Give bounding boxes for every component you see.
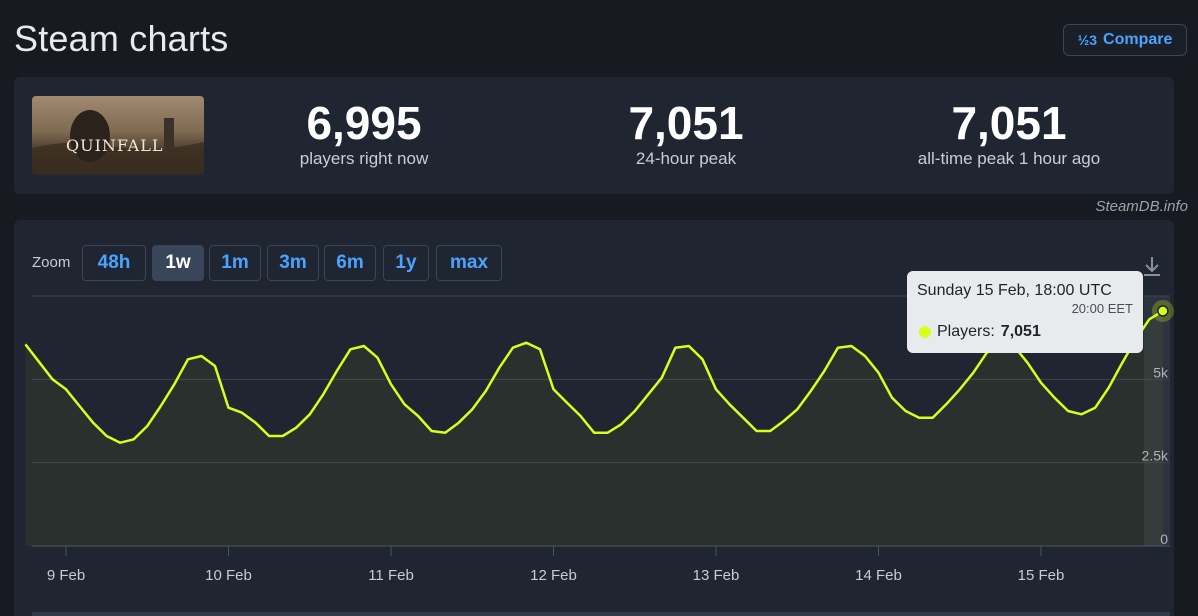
zoom-max-button[interactable]: max (436, 245, 502, 281)
stat-label: 24-hour peak (635, 149, 737, 168)
stats-card: QUINFALL 6,995 players right now 7,051 2… (14, 77, 1174, 194)
game-art (32, 110, 204, 175)
x-tick-label: 15 Feb (1018, 567, 1065, 584)
hover-point (1157, 305, 1169, 317)
zoom-3m-button[interactable]: 3m (267, 245, 319, 281)
game-logo: QUINFALL (66, 136, 164, 155)
zoom-48h-button[interactable]: 48h (82, 245, 146, 281)
y-tick-label: 5k (1153, 364, 1169, 380)
stat-all-time-peak: 7,051 all-time peak 1 hour ago (884, 97, 1134, 169)
download-icon[interactable] (1140, 254, 1164, 278)
series-area (25, 311, 1163, 546)
y-tick-label: 0 (1160, 531, 1168, 547)
zoom-6m-button[interactable]: 6m (324, 245, 376, 281)
tooltip-title: Sunday 15 Feb, 18:00 UTC (917, 282, 1112, 299)
stat-label: players right now (299, 149, 429, 168)
stat-value: 7,051 (951, 97, 1067, 149)
series-line (24, 309, 1164, 444)
navigator-bar[interactable] (32, 612, 1170, 616)
x-tick-label: 13 Feb (693, 567, 740, 584)
x-tick-label: 14 Feb (855, 567, 902, 584)
stat-value: 7,051 (628, 97, 744, 149)
zoom-1m-button[interactable]: 1m (209, 245, 261, 281)
tooltip-row: Players: 7,051 (917, 323, 1133, 341)
x-tick-label: 12 Feb (530, 567, 577, 584)
compare-label: Compare (1103, 31, 1173, 48)
zoom-label: Zoom (32, 254, 71, 271)
tooltip-series-label: Players: (937, 323, 995, 340)
x-tick-label: 10 Feb (205, 567, 252, 584)
zoom-1y-button[interactable]: 1y (383, 245, 429, 281)
fraction-icon: ½3 (1077, 32, 1098, 48)
page-title: Steam charts (14, 18, 229, 59)
attribution[interactable]: SteamDB.info (1095, 198, 1188, 215)
zoom-1w-button[interactable]: 1w (152, 245, 204, 281)
chart-tooltip: Sunday 15 Feb, 18:00 UTC 20:00 EET Playe… (907, 271, 1143, 353)
game-thumbnail[interactable]: QUINFALL (32, 96, 204, 175)
current-region (1144, 296, 1170, 546)
stat-24h-peak: 7,051 24-hour peak (601, 97, 771, 169)
x-tick-label: 11 Feb (368, 567, 414, 584)
stat-current-players: 6,995 players right now (279, 97, 449, 169)
tooltip-value: 7,051 (1000, 323, 1041, 340)
compare-button[interactable]: ½3 Compare (1063, 24, 1187, 56)
tooltip-subtitle: 20:00 EET (1071, 301, 1133, 316)
stat-value: 6,995 (306, 97, 422, 149)
x-tick-label: 9 Feb (47, 567, 85, 584)
series-dot-icon (919, 326, 931, 338)
y-tick-label: 2.5k (1142, 448, 1169, 464)
stat-label: all-time peak 1 hour ago (917, 149, 1101, 168)
